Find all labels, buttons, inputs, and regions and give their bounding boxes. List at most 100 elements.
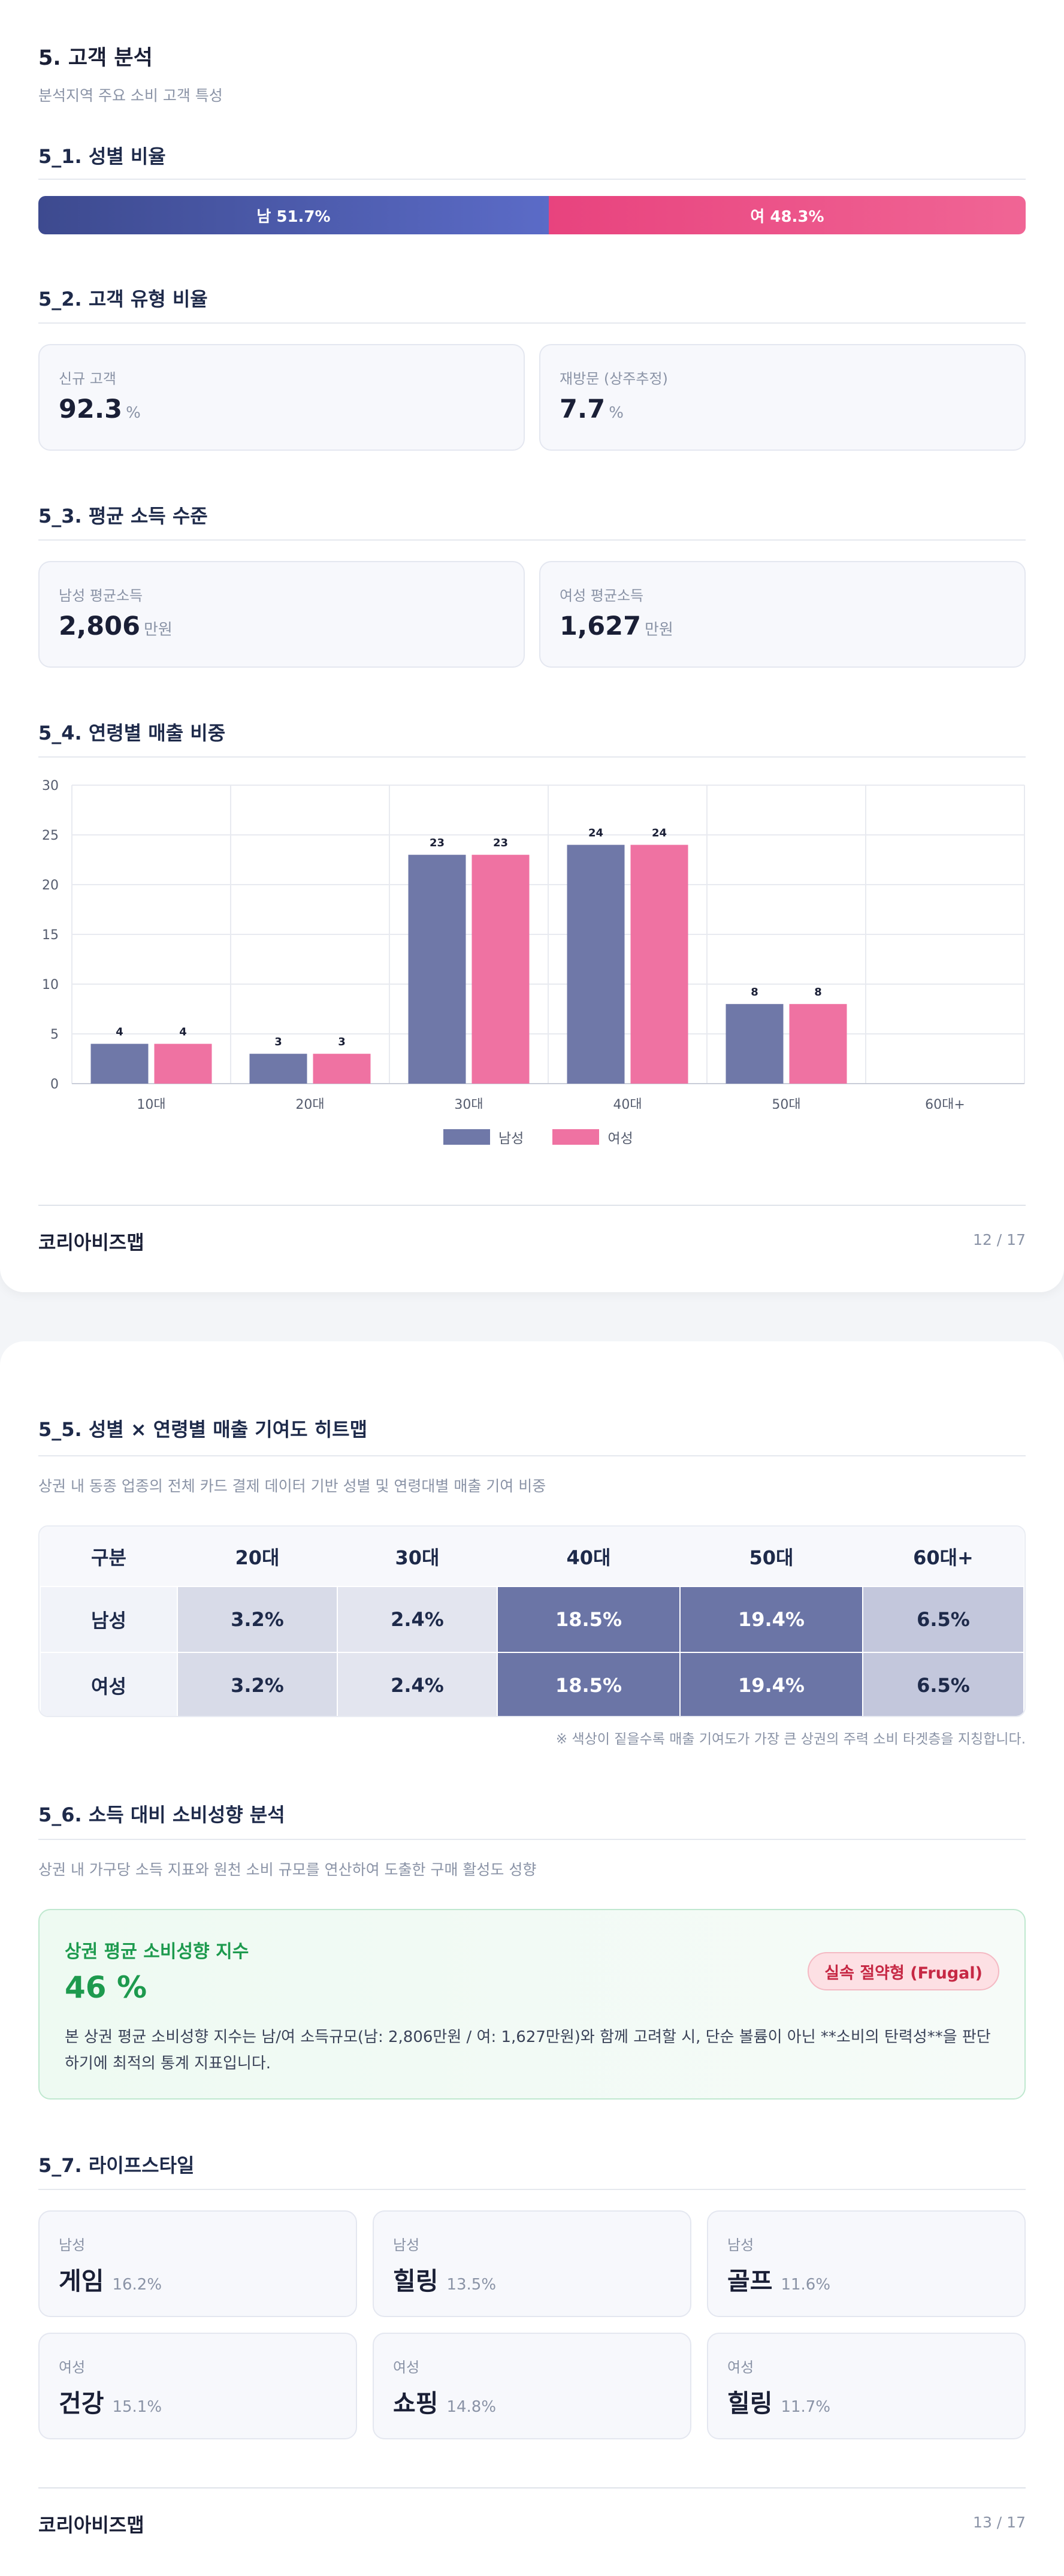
bar-male (408, 855, 466, 1084)
x-tick-label: 20대 (295, 1097, 324, 1109)
new-customer-value: 92.3% (59, 394, 141, 424)
bar-male (726, 1004, 784, 1084)
bar-male (567, 844, 625, 1084)
heatmap-header-cell: 30대 (337, 1527, 498, 1586)
data-label: 24 (588, 827, 603, 840)
customer-type-title: 5_2. 고객 유형 비율 (38, 288, 208, 310)
lifestyle-category: 게임 16.2% (59, 2267, 162, 2296)
y-tick-label: 0 (50, 1077, 59, 1092)
legend-swatch-female (552, 1129, 600, 1145)
bar-female (789, 1004, 847, 1084)
consumption-type-badge: 실속 절약형 (Frugal) (808, 1952, 999, 1990)
female-ratio-segment: 여 48.3% (549, 196, 1026, 234)
lifestyle-card: 여성 힐링 11.7% (707, 2333, 1026, 2439)
consumption-subtitle: 상권 내 가구당 소득 지표와 원천 소비 규모를 연산하여 도출한 구매 활성… (38, 1861, 537, 1878)
new-customer-card: 신규 고객 92.3% (38, 344, 525, 451)
divider (38, 1839, 1026, 1840)
heatmap-cell: 2.4% (336, 1652, 498, 1716)
consumption-index-title: 상권 평균 소비성향 지수 (65, 1941, 249, 1962)
heatmap-table: 구분 20대 30대 40대 50대 60대+ 남성 3.2% 2.4% 18.… (40, 1527, 1024, 1716)
divider (38, 322, 1026, 324)
data-label: 4 (116, 1026, 123, 1039)
lifestyle-gender: 남성 (59, 2237, 86, 2254)
x-tick-label: 30대 (454, 1097, 483, 1109)
heatmap-cell: 19.4% (679, 1586, 863, 1653)
heatmap-cell: 3.2% (176, 1586, 338, 1653)
gender-ratio-title: 5_1. 성별 비율 (38, 145, 166, 168)
age-chart-title: 5_4. 연령별 매출 비중 (38, 722, 226, 744)
bar-female (630, 844, 688, 1084)
section-subtitle: 분석지역 주요 소비 고객 특성 (38, 87, 223, 104)
data-label: 4 (179, 1026, 187, 1039)
heatmap-header-cell: 40대 (497, 1527, 680, 1586)
heatmap-header-row: 구분 20대 30대 40대 50대 60대+ (40, 1527, 1024, 1586)
x-tick-label: 40대 (613, 1097, 642, 1109)
income-title: 5_3. 평균 소득 수준 (38, 505, 208, 527)
male-income-card: 남성 평균소득 2,806 만원 (38, 561, 525, 668)
footer-divider (38, 2487, 1026, 2488)
lifestyle-category: 골프 11.6% (727, 2267, 831, 2296)
consumption-description: 본 상권 평균 소비성향 지수는 남/여 소득규모(남: 2,806만원 / 여… (65, 2028, 991, 2073)
bar-female (154, 1043, 212, 1084)
consumption-index-box: 상권 평균 소비성향 지수 46 % 실속 절약형 (Frugal) 본 상권 … (38, 1909, 1026, 2100)
lifestyle-category: 힐링 11.7% (727, 2389, 831, 2418)
consumption-title: 5_6. 소득 대비 소비성향 분석 (38, 1803, 285, 1826)
legend-label-male: 남성 (498, 1131, 524, 1147)
divider (38, 756, 1026, 758)
heatmap-cell: 18.5% (497, 1586, 681, 1653)
lifestyle-card: 여성 건강 15.1% (38, 2333, 357, 2439)
heatmap-cell: 19.4% (679, 1652, 863, 1716)
heatmap-header-cell: 50대 (679, 1527, 863, 1586)
lifestyle-card: 남성 힐링 13.5% (373, 2210, 691, 2317)
x-tick-label: 60대+ (925, 1097, 965, 1109)
y-tick-label: 30 (42, 779, 59, 794)
heatmap-cell: 6.5% (862, 1586, 1024, 1653)
y-tick-label: 15 (42, 928, 59, 943)
data-label: 3 (338, 1036, 346, 1048)
heatmap-header-cell: 60대+ (862, 1527, 1024, 1586)
male-ratio-segment: 남 51.7% (38, 196, 549, 234)
heatmap-table-wrapper: 구분 20대 30대 40대 50대 60대+ 남성 3.2% 2.4% 18.… (38, 1525, 1026, 1717)
gender-ratio-bar: 남 51.7% 여 48.3% (38, 196, 1026, 234)
lifestyle-category: 힐링 13.5% (393, 2267, 497, 2296)
data-label: 8 (751, 986, 758, 999)
x-tick-label: 10대 (137, 1097, 165, 1109)
female-income-value: 1,627 만원 (560, 611, 673, 641)
footer-page-number: 12 / 17 (973, 1231, 1026, 1248)
report-page-12: 5. 고객 분석 분석지역 주요 소비 고객 특성 5_1. 성별 비율 남 5… (0, 0, 1064, 1292)
lifestyle-card: 남성 게임 16.2% (38, 2210, 357, 2317)
revisit-customer-card: 재방문 (상주추정) 7.7% (539, 344, 1026, 451)
female-income-card: 여성 평균소득 1,627 만원 (539, 561, 1026, 668)
consumption-index-value: 46 % (65, 1970, 147, 2005)
data-label: 8 (814, 986, 822, 999)
data-label: 23 (493, 837, 508, 849)
chart-legend: 남성 여성 (443, 1127, 633, 1147)
heatmap-header-cell: 구분 (40, 1527, 177, 1586)
lifestyle-gender: 남성 (727, 2237, 754, 2254)
legend-swatch-male (443, 1129, 490, 1145)
heatmap-row-male: 남성 3.2% 2.4% 18.5% 19.4% 6.5% (40, 1586, 1024, 1653)
heatmap-row-label: 여성 (40, 1652, 178, 1716)
lifestyle-gender: 여성 (59, 2359, 86, 2376)
revisit-customer-value: 7.7% (560, 394, 624, 424)
y-tick-label: 5 (50, 1027, 59, 1042)
bar-male (90, 1043, 149, 1084)
new-customer-label: 신규 고객 (59, 370, 116, 387)
footer-brand: 코리아비즈맵 (38, 2514, 144, 2536)
heatmap-cell: 6.5% (862, 1652, 1024, 1716)
heatmap-cell: 18.5% (497, 1652, 681, 1716)
footer-divider (38, 1205, 1026, 1206)
lifestyle-gender: 남성 (393, 2237, 420, 2254)
heatmap-header-cell: 20대 (177, 1527, 337, 1586)
female-income-label: 여성 평균소득 (560, 587, 644, 604)
x-tick-label: 50대 (772, 1097, 800, 1109)
heatmap-note: ※ 색상이 짙을수록 매출 기여도가 가장 큰 상권의 주력 소비 타겟층을 지… (555, 1732, 1026, 1747)
heatmap-cell: 3.2% (176, 1652, 338, 1716)
lifestyle-title: 5_7. 라이프스타일 (38, 2154, 195, 2177)
divider (38, 179, 1026, 180)
y-tick-label: 20 (42, 878, 59, 893)
heatmap-row-label: 남성 (40, 1586, 178, 1653)
lifestyle-card: 여성 쇼핑 14.8% (373, 2333, 691, 2439)
data-label: 23 (430, 837, 445, 849)
male-income-label: 남성 평균소득 (59, 587, 143, 604)
